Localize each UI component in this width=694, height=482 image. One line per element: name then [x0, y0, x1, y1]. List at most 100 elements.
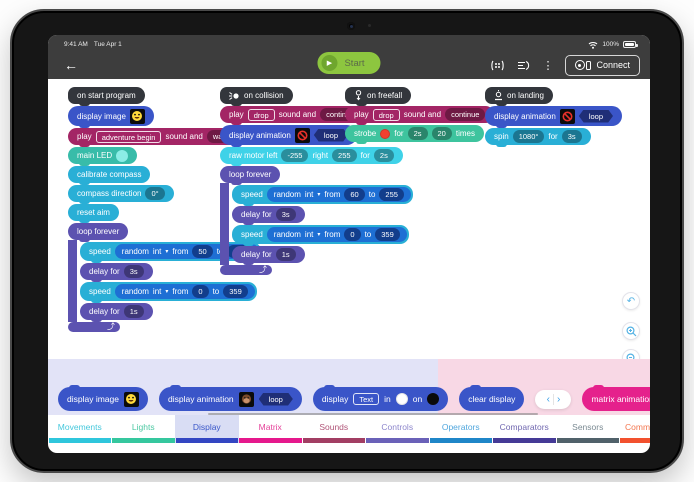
- continue-pill[interactable]: continue: [445, 108, 486, 121]
- color-swatch[interactable]: [116, 149, 129, 162]
- block-reset-aim[interactable]: reset aim: [68, 204, 119, 223]
- block-delay[interactable]: delay for 3s: [80, 263, 153, 282]
- sound-field[interactable]: adventure begin: [95, 130, 162, 143]
- chevron-down-icon[interactable]: ▾: [165, 289, 169, 295]
- random-int-block[interactable]: random int ▾ from 0 to 359: [114, 284, 255, 299]
- palette-matrix-animation[interactable]: matrix animation loop: [582, 385, 650, 411]
- block-speed[interactable]: speed random int ▾ from 0 to 359: [80, 282, 257, 303]
- zoom-in-button[interactable]: [622, 322, 640, 340]
- max-pill[interactable]: 359: [223, 285, 248, 298]
- undo-button[interactable]: ↶: [622, 292, 640, 310]
- smiley-icon[interactable]: [129, 108, 145, 124]
- sound-field[interactable]: drop: [372, 108, 400, 121]
- color-swatch-white[interactable]: [395, 393, 408, 405]
- sensor-stream-icon[interactable]: [517, 60, 530, 71]
- block-spin[interactable]: spin 1080° for 3s: [485, 128, 591, 147]
- loop-pill[interactable]: loop: [578, 109, 613, 123]
- chevron-down-icon[interactable]: ▾: [165, 249, 169, 255]
- block-play-sound[interactable]: play adventure begin sound and wait: [68, 128, 242, 147]
- tab-operators[interactable]: Operators: [429, 415, 493, 443]
- tab-comparators[interactable]: Comparators: [493, 415, 557, 443]
- chevron-left-icon[interactable]: ‹: [546, 393, 550, 405]
- no-entry-icon[interactable]: [559, 108, 575, 124]
- loop-header[interactable]: loop forever: [220, 166, 281, 185]
- tab-matrix[interactable]: Matrix: [239, 415, 303, 443]
- block-on-landing[interactable]: on landing: [485, 87, 553, 106]
- right-power-pill[interactable]: 255: [332, 149, 357, 162]
- text-field[interactable]: Text: [353, 393, 380, 405]
- palette-display-text[interactable]: display Text in on: [312, 385, 449, 411]
- program-canvas[interactable]: on start program display image play adve…: [48, 79, 650, 367]
- block-label: from: [324, 230, 341, 239]
- delay-pill[interactable]: 1s: [275, 248, 296, 261]
- delay-pill[interactable]: 1s: [123, 305, 144, 318]
- block-on-freefall[interactable]: on freefall: [345, 87, 412, 106]
- duration-pill[interactable]: 3s: [561, 130, 582, 143]
- block-delay[interactable]: delay for 3s: [232, 206, 305, 225]
- min-pill[interactable]: 60: [344, 188, 365, 201]
- left-power-pill[interactable]: -255: [281, 149, 309, 162]
- degrees-pill[interactable]: 0°: [145, 187, 165, 200]
- duration-pill[interactable]: 2s: [407, 127, 428, 140]
- back-icon[interactable]: ←: [64, 57, 78, 73]
- max-pill[interactable]: 255: [379, 188, 404, 201]
- connect-button[interactable]: Connect: [565, 54, 640, 76]
- tab-communicate[interactable]: Communicate: [620, 415, 650, 443]
- degrees-pill[interactable]: 1080°: [512, 130, 545, 143]
- block-speed[interactable]: speed random int ▾ from 60 to 255: [232, 185, 413, 206]
- palette-display-animation[interactable]: display animation loop: [158, 385, 302, 411]
- no-entry-icon[interactable]: [294, 127, 310, 143]
- block-strobe[interactable]: strobe for 2s 20 times: [345, 125, 484, 144]
- start-button[interactable]: ▶ Start: [317, 52, 381, 74]
- loop-header[interactable]: loop forever: [68, 223, 129, 242]
- block-compass-direction[interactable]: compass direction 0°: [68, 185, 174, 204]
- kebab-menu-icon[interactable]: ⋮: [542, 59, 554, 72]
- chevron-down-icon[interactable]: ▾: [317, 192, 321, 198]
- color-swatch[interactable]: [380, 128, 391, 139]
- palette-clear-display[interactable]: clear display: [459, 385, 525, 411]
- tab-sensors[interactable]: Sensors: [556, 415, 620, 443]
- duration-pill[interactable]: 2s: [373, 149, 394, 162]
- max-pill[interactable]: 359: [375, 228, 400, 241]
- block-delay[interactable]: delay for 1s: [232, 246, 305, 265]
- block-play-sound[interactable]: play drop sound and continue: [345, 106, 495, 125]
- block-on-collision[interactable]: on collision: [220, 87, 293, 106]
- loop-pill[interactable]: loop: [313, 128, 348, 142]
- block-calibrate-compass[interactable]: calibrate compass: [68, 166, 151, 185]
- tab-display[interactable]: Display: [175, 415, 239, 443]
- block-display-image[interactable]: display image: [68, 106, 154, 128]
- delay-pill[interactable]: 3s: [275, 208, 296, 221]
- block-play-sound[interactable]: play drop sound and continue: [220, 106, 370, 125]
- block-label: random: [273, 190, 301, 199]
- min-pill[interactable]: 0: [192, 285, 209, 298]
- block-delay[interactable]: delay for 1s: [80, 303, 153, 322]
- toolbar: ← ▶ Start ⋮ Connect: [48, 51, 650, 79]
- color-swatch-black[interactable]: [427, 393, 440, 405]
- palette-scrollbar[interactable]: [208, 413, 538, 415]
- delay-pill[interactable]: 3s: [123, 265, 144, 278]
- tab-controls[interactable]: Controls: [366, 415, 430, 443]
- min-pill[interactable]: 0: [344, 228, 361, 241]
- palette-pager[interactable]: ‹ ›: [535, 389, 572, 409]
- block-display-animation[interactable]: display animation loop: [485, 106, 622, 128]
- loop-forever-block[interactable]: loop forever speed random int ▾ from 60: [220, 166, 413, 275]
- block-on-start-program[interactable]: on start program: [68, 87, 145, 106]
- min-pill[interactable]: 50: [192, 245, 213, 258]
- status-date: Tue Apr 1: [93, 41, 122, 48]
- random-int-block[interactable]: random int ▾ from 0 to 359: [266, 227, 407, 242]
- tab-movements[interactable]: Movements: [48, 415, 112, 443]
- tab-sounds[interactable]: Sounds: [302, 415, 366, 443]
- block-display-animation[interactable]: display animation loop: [220, 125, 357, 147]
- ar-mode-icon[interactable]: [490, 60, 505, 71]
- loop-pill[interactable]: loop: [258, 392, 293, 406]
- palette-display-image[interactable]: display image: [58, 385, 148, 411]
- block-speed[interactable]: speed random int ▾ from 0 to 359: [232, 225, 409, 246]
- block-main-led[interactable]: main LED: [68, 147, 138, 166]
- chevron-right-icon[interactable]: ›: [556, 393, 561, 405]
- sound-field[interactable]: drop: [247, 108, 275, 121]
- count-pill[interactable]: 20: [431, 127, 452, 140]
- random-int-block[interactable]: random int ▾ from 60 to 255: [266, 187, 411, 202]
- tab-lights[interactable]: Lights: [112, 415, 176, 443]
- chevron-down-icon[interactable]: ▾: [317, 232, 321, 238]
- block-raw-motor[interactable]: raw motor left -255 right 255 for 2s: [220, 147, 403, 166]
